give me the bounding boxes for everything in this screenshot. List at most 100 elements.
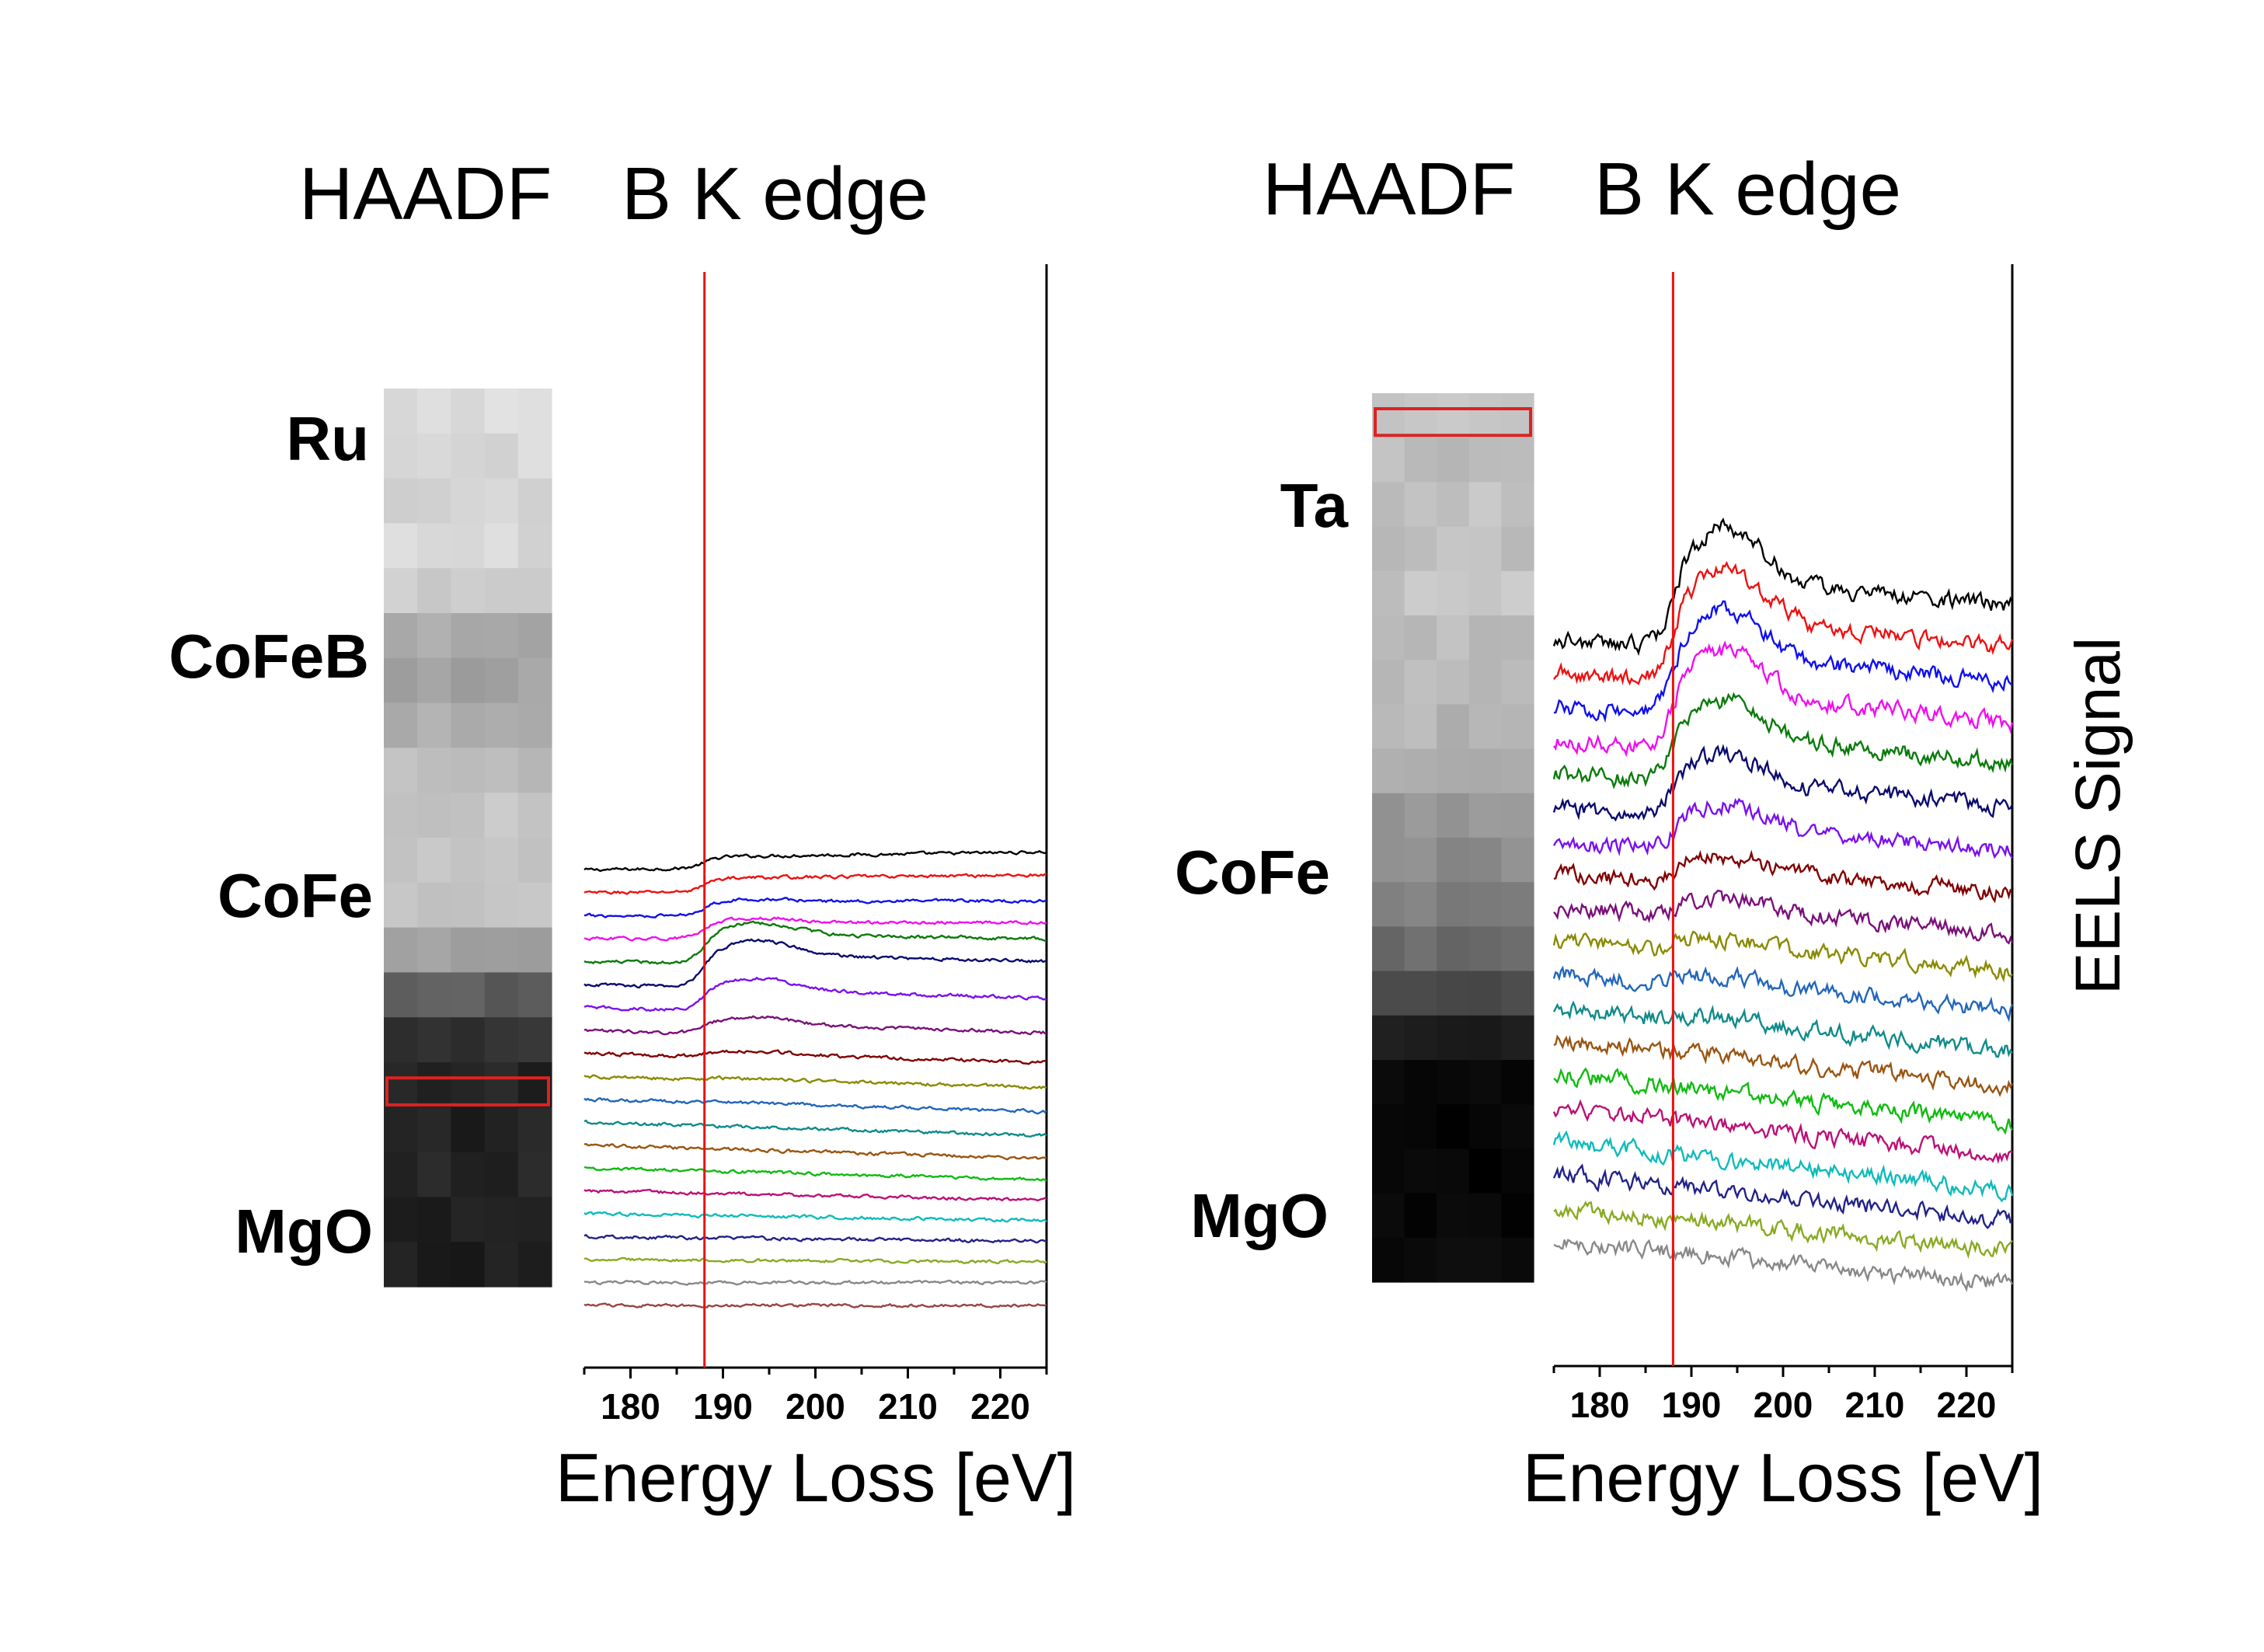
haadf-pixel <box>1501 482 1534 528</box>
haadf-pixel <box>384 838 418 884</box>
haadf-pixel <box>451 523 486 569</box>
haadf-pixel <box>484 1242 519 1288</box>
haadf-pixel <box>1372 393 1405 438</box>
x-tick-label: 220 <box>970 1386 1030 1427</box>
haadf-pixel <box>417 523 451 569</box>
spectrum-line <box>583 1015 1047 1036</box>
x-tick-label: 190 <box>693 1386 753 1427</box>
spectrum-line <box>583 1211 1047 1223</box>
haadf-pixel <box>517 1017 552 1063</box>
spectrum-line <box>1553 889 2014 945</box>
left-layer-cofeb: CoFeB <box>169 622 369 691</box>
haadf-pixel <box>451 838 486 884</box>
right-haadf-strip <box>1372 393 1534 1283</box>
spectrum-line <box>583 1256 1047 1265</box>
spectrum-line <box>583 1233 1047 1244</box>
spectrum-line <box>583 920 1047 965</box>
haadf-pixel <box>1437 704 1470 750</box>
haadf-pixel <box>451 389 486 434</box>
haadf-pixel <box>1372 526 1405 572</box>
haadf-pixel <box>1437 526 1470 572</box>
spectrum-line <box>1553 1239 2014 1293</box>
haadf-pixel <box>517 433 552 479</box>
haadf-pixel <box>451 1152 486 1197</box>
spectrum-line <box>583 1119 1047 1138</box>
spectrum-line <box>583 1096 1047 1115</box>
spectrum-line <box>1552 930 2013 983</box>
haadf-pixel <box>1468 1193 1502 1239</box>
haadf-pixel <box>384 523 418 569</box>
haadf-pixel <box>1372 748 1405 794</box>
haadf-pixel <box>1501 1104 1534 1149</box>
haadf-pixel <box>417 433 451 479</box>
haadf-pixel <box>1437 1104 1470 1149</box>
spectrum-line <box>1552 1099 2013 1165</box>
haadf-pixel <box>417 1107 451 1153</box>
haadf-pixel <box>1372 615 1405 660</box>
haadf-pixel <box>384 478 418 524</box>
haadf-pixel <box>517 523 552 569</box>
haadf-pixel <box>1468 748 1502 794</box>
haadf-pixel <box>1372 1193 1405 1239</box>
haadf-pixel <box>517 1062 552 1108</box>
right-layer-mgo: MgO <box>1190 1181 1329 1250</box>
haadf-pixel <box>384 433 418 479</box>
haadf-pixel <box>1404 526 1437 572</box>
spectrum-line <box>583 1049 1047 1065</box>
haadf-pixel <box>384 927 418 973</box>
haadf-pixel <box>384 389 418 434</box>
haadf-pixel <box>1437 926 1470 972</box>
haadf-pixel <box>1468 882 1502 927</box>
haadf-pixel <box>384 1017 418 1063</box>
spectrum-line <box>583 1074 1047 1090</box>
haadf-pixel <box>1404 393 1437 438</box>
spectrum-line <box>1553 600 2013 723</box>
right-x-ticks: 180 190 200 210 220 <box>1552 1366 2014 1425</box>
haadf-pixel <box>1501 838 1534 883</box>
haadf-pixel <box>451 433 486 479</box>
haadf-pixel <box>1468 437 1502 483</box>
right-x-label: Energy Loss [eV] <box>1523 1439 2043 1516</box>
haadf-pixel <box>451 657 486 704</box>
haadf-pixel <box>451 1242 486 1288</box>
haadf-pixel <box>451 972 486 1018</box>
haadf-pixel <box>417 882 451 929</box>
x-tick-label: 200 <box>1754 1385 1813 1425</box>
haadf-pixel <box>417 1062 451 1108</box>
haadf-pixel <box>484 1062 519 1108</box>
selection-marker <box>385 1076 550 1107</box>
haadf-pixel <box>517 1107 552 1153</box>
right-plot: 180 190 200 210 220 Energy Loss [eV] <box>1523 264 2043 1516</box>
left-layer-cofe: CoFe <box>218 861 373 930</box>
x-tick-label: 180 <box>1570 1385 1630 1425</box>
haadf-pixel <box>1404 793 1437 838</box>
haadf-pixel <box>451 1197 486 1242</box>
haadf-pixel <box>417 1242 451 1288</box>
haadf-pixel <box>384 1242 418 1288</box>
spectrum-line <box>583 872 1047 895</box>
spectrum-line <box>583 849 1047 873</box>
haadf-pixel <box>484 478 519 524</box>
haadf-pixel <box>1437 748 1470 794</box>
haadf-pixel <box>517 882 552 929</box>
x-tick-label: 200 <box>785 1386 845 1427</box>
right-panel: HAADF B K edge Ta CoFe MgO 180 190 200 210 2… <box>1175 148 2133 1516</box>
spectrum-line <box>583 938 1047 989</box>
haadf-pixel <box>1437 570 1470 616</box>
haadf-pixel <box>384 657 418 704</box>
haadf-pixel <box>484 433 519 479</box>
haadf-pixel <box>451 1107 486 1153</box>
haadf-pixel <box>484 1197 519 1242</box>
haadf-pixel <box>1404 1015 1437 1061</box>
haadf-pixel <box>517 838 552 884</box>
haadf-pixel <box>484 927 519 973</box>
haadf-pixel <box>1468 1060 1502 1105</box>
haadf-pixel <box>484 1017 519 1063</box>
haadf-pixel <box>451 1017 486 1063</box>
haadf-pixel <box>1501 660 1534 705</box>
haadf-pixel <box>1437 615 1470 660</box>
haadf-pixel <box>1404 838 1437 883</box>
haadf-pixel <box>1372 570 1405 616</box>
haadf-pixel <box>384 1197 418 1242</box>
